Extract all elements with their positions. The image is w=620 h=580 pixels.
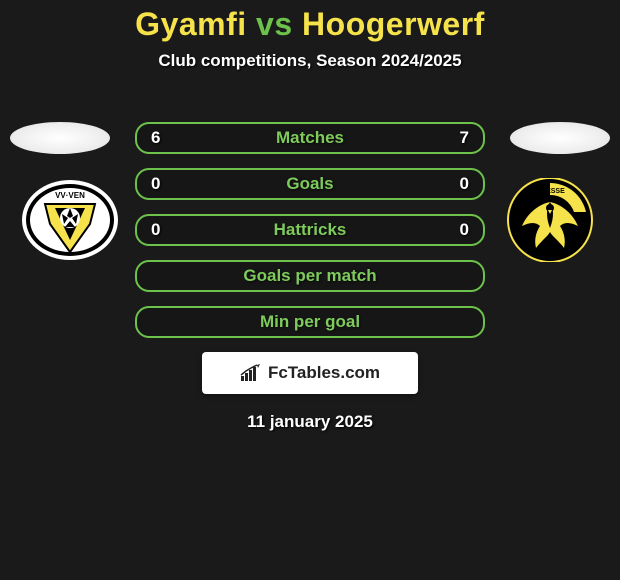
branding-badge: FcTables.com [202,352,418,394]
stat-row-matches: 6 Matches 7 [135,122,485,154]
stat-label: Min per goal [260,312,360,332]
title-vs: vs [247,6,302,42]
stat-label: Goals [286,174,333,194]
stat-label: Goals per match [243,266,376,286]
title-player-right: Hoogerwerf [302,6,485,42]
card-date: 11 january 2025 [135,412,485,432]
svg-text:VITESSE: VITESSE [535,188,565,195]
comparison-card: Gyamfi vs Hoogerwerf Club competitions, … [0,0,620,580]
stat-row-min-per-goal: Min per goal [135,306,485,338]
club-badge-left: VV·VEN [20,178,120,262]
stat-right-value: 7 [460,128,469,148]
stat-left-value: 0 [151,220,160,240]
player-photo-left [10,122,110,154]
player-photo-right [510,122,610,154]
subtitle: Club competitions, Season 2024/2025 [0,51,620,71]
stat-left-value: 6 [151,128,160,148]
club-badge-right: VITESSE [500,178,600,262]
stat-label: Matches [276,128,344,148]
title-player-left: Gyamfi [135,6,246,42]
stat-row-hattricks: 0 Hattricks 0 [135,214,485,246]
stat-row-goals: 0 Goals 0 [135,168,485,200]
svg-text:VV·VEN: VV·VEN [55,191,85,200]
stats-block: 6 Matches 7 0 Goals 0 0 Hattricks 0 Goal… [135,122,485,432]
branding-text: FcTables.com [268,363,380,383]
stat-label: Hattricks [274,220,347,240]
page-title: Gyamfi vs Hoogerwerf [0,0,620,43]
stat-left-value: 0 [151,174,160,194]
stat-right-value: 0 [460,174,469,194]
stat-row-goals-per-match: Goals per match [135,260,485,292]
bar-chart-icon [240,364,262,382]
stat-right-value: 0 [460,220,469,240]
